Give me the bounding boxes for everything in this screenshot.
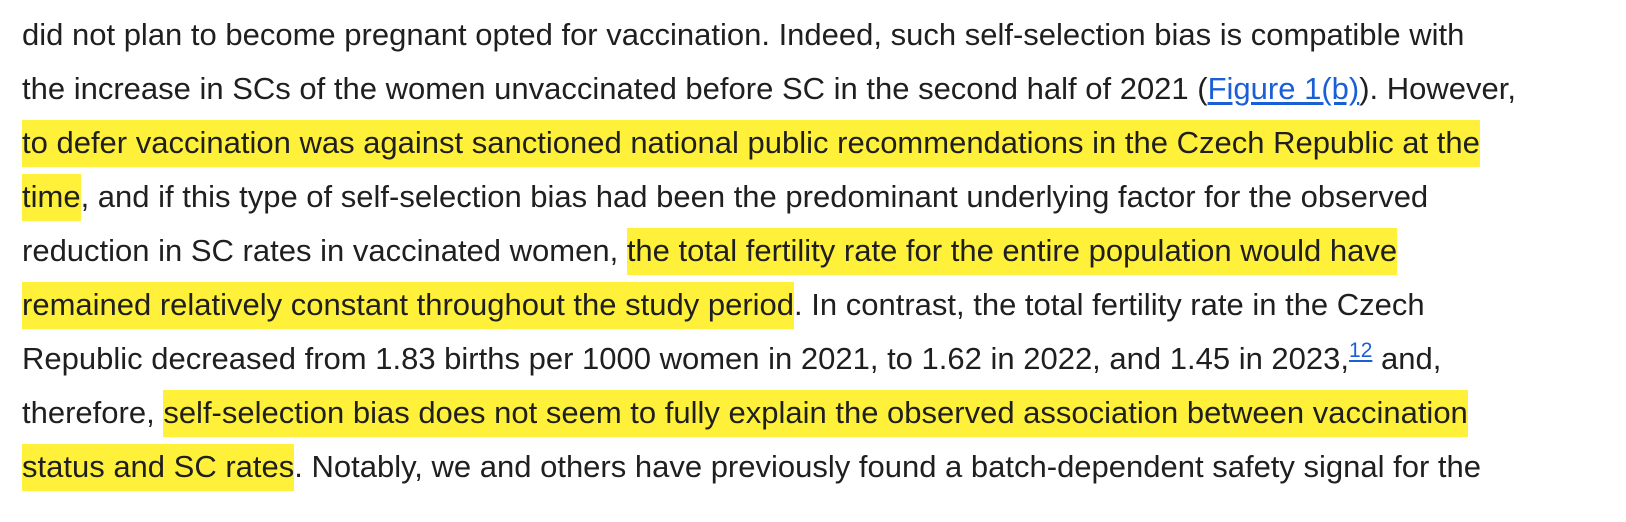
- text-segment: ). However,: [1359, 71, 1516, 106]
- text-line-7: Republic decreased from 1.83 births per …: [22, 332, 1572, 386]
- figure-1b-link[interactable]: Figure 1(b): [1207, 71, 1360, 106]
- text-segment: . In contrast, the total fertility rate …: [794, 287, 1425, 322]
- highlighted-text: to defer vaccination was against sanctio…: [22, 120, 1480, 167]
- highlighted-text: the total fertility rate for the entire …: [626, 228, 1398, 275]
- text-segment: reduction in SC rates in vaccinated wome…: [22, 233, 627, 268]
- article-paragraph: did not plan to become pregnant opted fo…: [22, 8, 1572, 494]
- text-segment: and,: [1372, 341, 1442, 376]
- highlighted-text: remained relatively constant throughout …: [22, 282, 795, 329]
- text-line-6: remained relatively constant throughout …: [22, 278, 1572, 332]
- text-segment: , and if this type of self-selection bia…: [80, 179, 1429, 214]
- text-segment: therefore,: [22, 395, 164, 430]
- citation-12-superscript: 12: [1349, 339, 1372, 362]
- citation-12-link[interactable]: 12: [1349, 339, 1373, 362]
- text-line-3: to defer vaccination was against sanctio…: [22, 116, 1572, 170]
- text-line-2: the increase in SCs of the women unvacci…: [22, 62, 1572, 116]
- highlighted-text: time: [22, 174, 81, 221]
- text-line-1: did not plan to become pregnant opted fo…: [22, 8, 1572, 62]
- text-segment: the increase in SCs of the women unvacci…: [22, 71, 1208, 106]
- highlighted-text: self-selection bias does not seem to ful…: [163, 390, 1468, 437]
- text-segment: . Notably, we and others have previously…: [294, 449, 1482, 484]
- highlighted-text: status and SC rates: [22, 444, 295, 491]
- text-line-8: therefore, self-selection bias does not …: [22, 386, 1572, 440]
- text-line-9: status and SC rates. Notably, we and oth…: [22, 440, 1572, 494]
- text-segment: did not plan to become pregnant opted fo…: [22, 17, 1465, 52]
- text-line-5: reduction in SC rates in vaccinated wome…: [22, 224, 1572, 278]
- text-line-4: time, and if this type of self-selection…: [22, 170, 1572, 224]
- text-segment: Republic decreased from 1.83 births per …: [22, 341, 1350, 376]
